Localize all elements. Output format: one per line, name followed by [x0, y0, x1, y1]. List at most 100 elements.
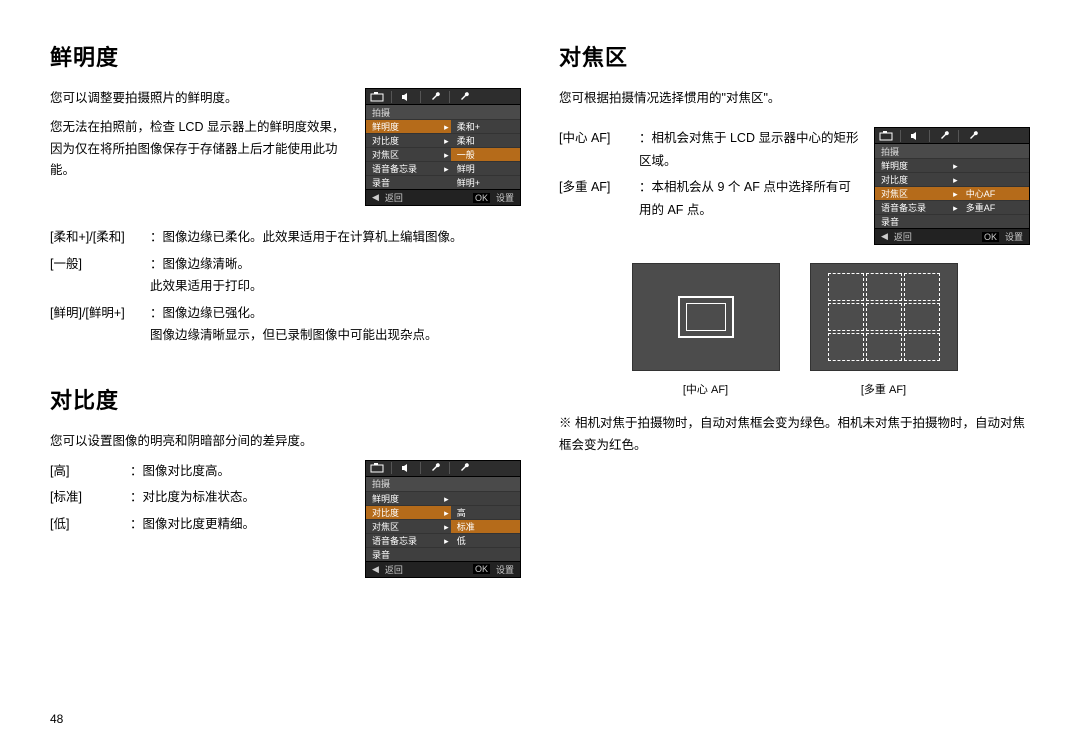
menu-footer: ◀ 返回 OK 设置 [366, 561, 520, 577]
ok-label: OK [473, 193, 490, 203]
sharpness-definitions: [柔和+]/[柔和] ：图像边缘已柔化。此效果适用于在计算机上编辑图像。 [一般… [50, 226, 521, 347]
menu-item-label: 对焦区 [372, 148, 399, 161]
chevron-right-icon: ▸ [444, 123, 449, 132]
chevron-right-icon: ▸ [444, 509, 449, 518]
back-icon: ◀ [372, 192, 379, 203]
menu-item-label: 语音备忘录 [372, 534, 417, 547]
tab-sep [900, 130, 901, 142]
menu-item: 语音备忘录 ▸ [875, 200, 960, 214]
def-label: [鲜明]/[鲜明+] [50, 302, 150, 347]
focus-body: [中心 AF] ：相机会对焦于 LCD 显示器中心的矩形区域。 [多重 AF] … [559, 127, 1030, 245]
wrench-icon [427, 462, 443, 474]
menu-header: 拍摄 [366, 105, 520, 119]
af-center-figure: [中心 AF] [632, 263, 780, 397]
wrench-icon [427, 91, 443, 103]
menu-item: 语音备忘录▸ [366, 533, 451, 547]
menu-value: 一般 [451, 147, 520, 161]
focus-menu: 拍摄 鲜明度▸ 对比度▸ 对焦区▸ 语音备忘录▸ 录音 中心AF [874, 127, 1030, 245]
sound-icon [907, 130, 923, 142]
wrench2-icon [456, 462, 472, 474]
sharpness-intro2: 您无法在拍照前，检查 LCD 显示器上的鲜明度效果，因为仅在将所拍图像保存于存储… [50, 117, 351, 181]
tab-sep [958, 130, 959, 142]
menu-item: 对焦区 ▸ [366, 519, 451, 533]
focus-intro: 您可根据拍摄情况选择惯用的"对焦区"。 [559, 88, 1030, 109]
menu-item: 对比度▸ [366, 133, 451, 147]
def-text: ：相机会对焦于 LCD 显示器中心的矩形区域。 [639, 127, 860, 172]
def-label: [中心 AF] [559, 127, 639, 172]
af-multi-box [810, 263, 958, 371]
focus-title: 对焦区 [559, 40, 1030, 72]
left-column: 鲜明度 您可以调整要拍摄照片的鲜明度。 您无法在拍照前，检查 LCD 显示器上的… [50, 40, 521, 614]
menu-header: 拍摄 [366, 477, 520, 491]
menu-value: 低 [451, 533, 520, 547]
menu-value [960, 158, 1029, 172]
menu-value: 鲜明+ [451, 175, 520, 189]
menu-right: 柔和+ 柔和 一般 鲜明 鲜明+ [451, 119, 520, 189]
menu-left: 鲜明度▸ 对比度▸ 对焦区▸ 语音备忘录▸ 录音 [875, 158, 960, 228]
menu-value [960, 214, 1029, 228]
menu-item-label: 鲜明度 [372, 492, 399, 505]
back-label: 返回 [894, 230, 912, 243]
def-text: ：图像对比度高。 [130, 460, 351, 483]
menu-item: 对焦区 ▸ [366, 147, 451, 161]
menu-body: 鲜明度▸ 对比度▸ 对焦区▸ 语音备忘录▸ 录音 中心AF 多重AF [875, 158, 1029, 228]
menu-item-label: 语音备忘录 [881, 201, 926, 214]
menu-item: 录音 [366, 175, 451, 189]
chevron-right-icon: ▸ [444, 523, 449, 532]
wrench2-icon [965, 130, 981, 142]
menu-item: 录音 [366, 547, 451, 561]
menu-item: 鲜明度▸ [875, 158, 960, 172]
tab-sep [929, 130, 930, 142]
wrench-icon [936, 130, 952, 142]
focus-note: ※ 相机对焦于拍摄物时，自动对焦框会变为绿色。相机未对焦于拍摄物时，自动对焦框会… [559, 413, 1030, 456]
contrast-menu: 拍摄 鲜明度▸ 对比度▸ 对焦区▸ 语音备忘录▸ 录音 高 标准 [365, 460, 521, 578]
tab-sep [449, 91, 450, 103]
chevron-right-icon: ▸ [953, 190, 958, 199]
def-text: ：图像对比度更精细。 [130, 513, 351, 536]
camera-icon [369, 462, 385, 474]
def-row: [中心 AF] ：相机会对焦于 LCD 显示器中心的矩形区域。 [559, 127, 860, 172]
menu-value: 多重AF [960, 200, 1029, 214]
menu-tabs [366, 89, 520, 105]
menu-value: 标准 [451, 519, 520, 533]
menu-right: 中心AF 多重AF [960, 158, 1029, 228]
tab-sep [420, 91, 421, 103]
menu-item: 语音备忘录▸ [366, 161, 451, 175]
menu-item-label: 对比度 [372, 506, 399, 519]
menu-footer: ◀ 返回 OK 设置 [875, 228, 1029, 244]
menu-left: 鲜明度▸ 对比度▸ 对焦区▸ 语音备忘录▸ 录音 [366, 119, 451, 189]
def-label: [一般] [50, 253, 150, 298]
def-text-line: 图像边缘清晰显示，但已录制图像中可能出现杂点。 [150, 328, 438, 342]
menu-value: 柔和 [451, 133, 520, 147]
def-row: [标准] ：对比度为标准状态。 [50, 486, 351, 509]
menu-item: 对比度 ▸ [366, 505, 451, 519]
af-center-outer [678, 296, 734, 338]
contrast-title: 对比度 [50, 383, 521, 415]
set-label: 设置 [1005, 230, 1023, 243]
menu-item-label: 对焦区 [372, 520, 399, 533]
tab-sep [449, 462, 450, 474]
sound-icon [398, 91, 414, 103]
set-label: 设置 [496, 191, 514, 204]
chevron-right-icon: ▸ [953, 204, 958, 213]
af-center-box [632, 263, 780, 371]
menu-item-label: 对比度 [372, 134, 399, 147]
chevron-right-icon: ▸ [444, 165, 449, 174]
contrast-section: 对比度 您可以设置图像的明亮和阴暗部分间的差异度。 [高] ：图像对比度高。 [… [50, 383, 521, 578]
menu-item: 录音 [875, 214, 960, 228]
def-label: [低] [50, 513, 130, 536]
def-text: ：本相机会从 9 个 AF 点中选择所有可用的 AF 点。 [639, 176, 860, 221]
menu-item-label: 录音 [372, 176, 390, 189]
menu-value [960, 172, 1029, 186]
sharpness-body: 您可以调整要拍摄照片的鲜明度。 您无法在拍照前，检查 LCD 显示器上的鲜明度效… [50, 88, 521, 206]
def-row: [高] ：图像对比度高。 [50, 460, 351, 483]
menu-item-label: 对比度 [881, 173, 908, 186]
menu-item-label: 录音 [881, 215, 899, 228]
chevron-right-icon: ▸ [444, 151, 449, 160]
af-multi-figure: [多重 AF] [810, 263, 958, 397]
def-text: ：对比度为标准状态。 [130, 486, 351, 509]
tab-sep [391, 462, 392, 474]
page-columns: 鲜明度 您可以调整要拍摄照片的鲜明度。 您无法在拍照前，检查 LCD 显示器上的… [50, 40, 1030, 614]
contrast-body: [高] ：图像对比度高。 [标准] ：对比度为标准状态。 [低] ：图像对比度更… [50, 460, 521, 578]
menu-value [451, 491, 520, 505]
